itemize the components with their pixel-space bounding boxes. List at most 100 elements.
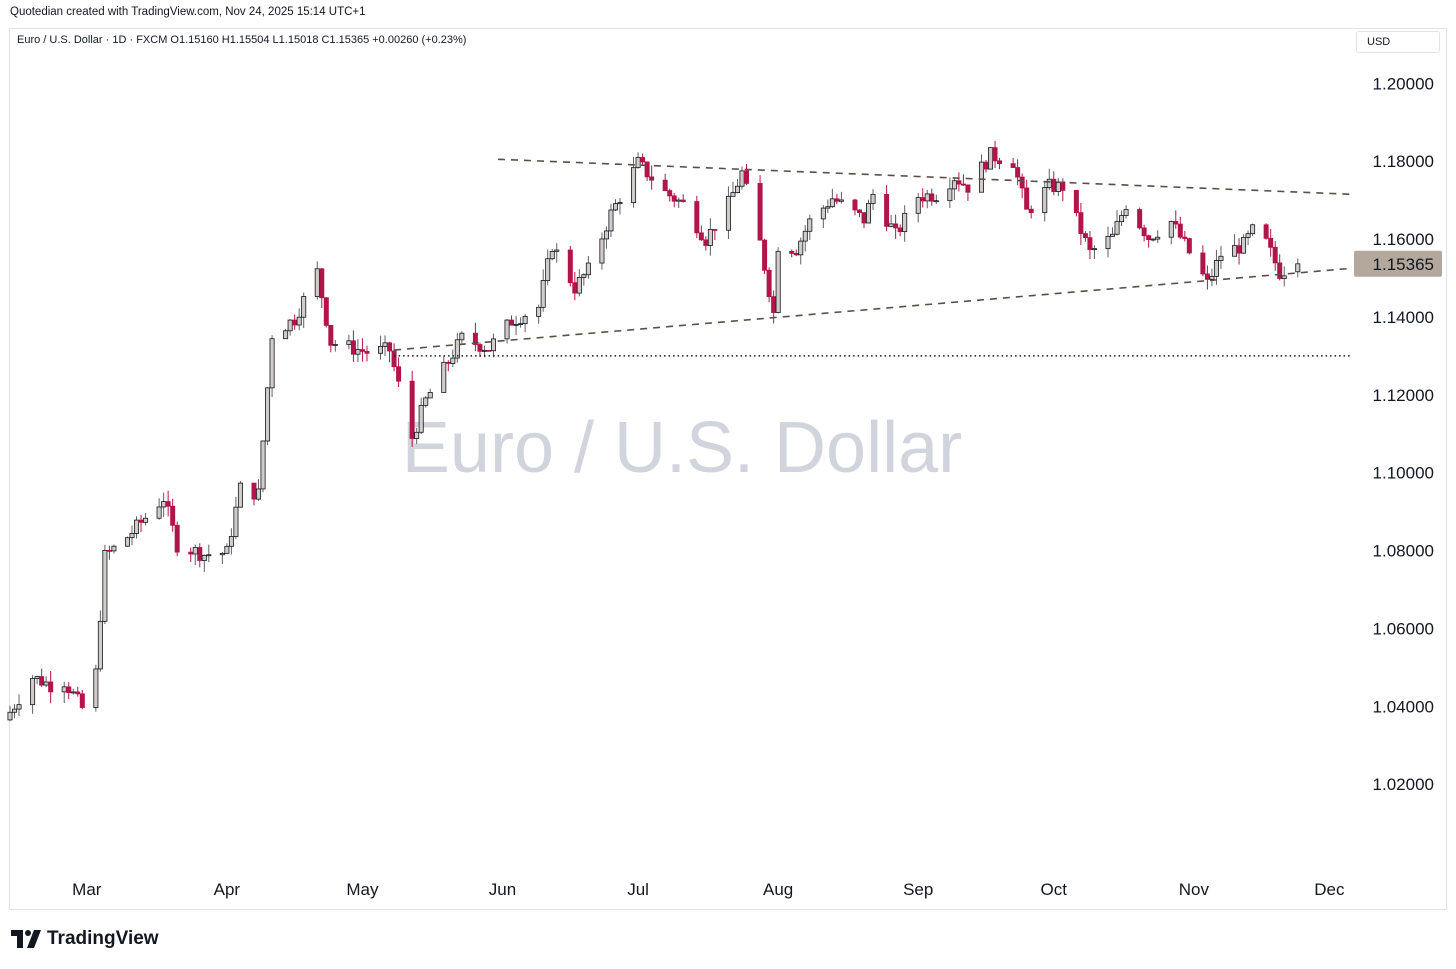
y-tick-label: 1.06000 <box>1373 619 1434 638</box>
candle-body <box>965 184 971 193</box>
candle-body <box>233 506 239 537</box>
candle-body <box>676 199 682 202</box>
candle-body <box>1046 178 1052 188</box>
y-tick-label: 1.18000 <box>1373 152 1434 171</box>
candle-body <box>662 179 668 191</box>
candle-body <box>1141 227 1147 237</box>
x-tick-label: Sep <box>903 880 933 899</box>
candle-body <box>1019 176 1025 189</box>
candle-body <box>1091 248 1097 251</box>
candle-body <box>1024 187 1030 210</box>
x-tick-label: Aug <box>763 880 793 899</box>
tradingview-brand[interactable]: TradingView <box>11 928 159 950</box>
candle-body <box>902 212 908 233</box>
candle-body <box>509 319 515 326</box>
candle-body <box>387 342 393 352</box>
candle-body <box>378 345 384 354</box>
candle-body <box>635 157 641 169</box>
candle-body <box>1209 275 1215 280</box>
candle-body <box>16 704 22 710</box>
candle-body <box>346 340 352 345</box>
candle-body <box>301 296 307 318</box>
candle-body <box>319 268 325 299</box>
trendline-lower-support <box>394 267 1353 351</box>
candle-body <box>712 229 718 231</box>
candle-body <box>744 170 750 184</box>
candle-body <box>251 482 257 500</box>
y-tick-label: 1.20000 <box>1373 74 1434 93</box>
candle-body <box>856 209 862 213</box>
candle-body <box>134 519 140 534</box>
candle-body <box>766 269 772 298</box>
candle-body <box>1110 233 1116 237</box>
x-tick-label: Dec <box>1314 880 1345 899</box>
candle-body <box>513 323 519 326</box>
candle-body <box>1236 245 1242 254</box>
candle-body <box>798 240 804 256</box>
candle-body <box>477 344 483 352</box>
x-tick-label: Jun <box>489 880 516 899</box>
candle-body <box>866 203 872 224</box>
candle-body <box>829 198 835 208</box>
candle-body <box>545 258 551 281</box>
candle-body <box>997 160 1003 165</box>
candle-body <box>978 161 984 193</box>
chart-watermark: Euro / U.S. Dollar <box>402 408 962 488</box>
brand-name: TradingView <box>47 928 159 949</box>
candle-body <box>1232 245 1238 257</box>
currency-selector[interactable]: USD <box>1356 31 1440 53</box>
candle-body <box>170 505 176 526</box>
candle-body <box>572 282 578 294</box>
candle-body <box>197 547 203 561</box>
candle-body <box>698 232 704 241</box>
candle-body <box>129 533 135 539</box>
candle-body <box>34 676 40 679</box>
candle-body <box>165 501 171 507</box>
symbol-ohlc-legend[interactable]: Euro / U.S. Dollar · 1D · FXCM O1.15160 … <box>17 34 467 46</box>
candle-body <box>79 693 85 708</box>
candle-body <box>1250 224 1256 235</box>
candle-body <box>1028 208 1034 213</box>
candle-body <box>730 192 736 197</box>
candle-body <box>237 482 243 508</box>
candle-body <box>490 338 496 352</box>
candle-body <box>1186 238 1192 254</box>
candle-body <box>1204 273 1210 280</box>
x-tick-label: Oct <box>1041 880 1068 899</box>
candle-body <box>450 357 456 364</box>
candle-body <box>188 551 194 555</box>
candle-body <box>988 147 994 170</box>
candle-body <box>1150 238 1156 241</box>
candle-body <box>1105 235 1111 250</box>
candle-body <box>48 681 54 693</box>
candle-body <box>893 223 899 229</box>
candle-body <box>161 501 167 508</box>
candle-body <box>1295 263 1301 273</box>
candle-body <box>350 340 356 355</box>
candle-body <box>707 229 713 246</box>
candle-body <box>947 188 953 202</box>
candle-body <box>30 678 36 706</box>
candle-body <box>224 545 230 554</box>
x-tick-label: Apr <box>214 880 241 899</box>
candle-body <box>1155 236 1161 240</box>
candle-body <box>296 316 302 326</box>
candle-body <box>888 223 894 227</box>
candle-body <box>441 361 447 393</box>
trendline-upper-resistance <box>497 158 1353 196</box>
candle-body <box>915 197 921 214</box>
candle-body <box>608 209 614 232</box>
candle-body <box>219 552 225 556</box>
candle-body <box>12 708 18 713</box>
candle-body <box>287 319 293 332</box>
chart-frame <box>9 28 1447 910</box>
candle-body <box>66 686 72 694</box>
candle-body <box>617 202 623 205</box>
x-tick-label: Jul <box>627 880 649 899</box>
candle-body <box>929 193 935 202</box>
chart-credit: Quotedian created with TradingView.com, … <box>10 6 366 18</box>
candle-body <box>427 392 433 399</box>
candle-body <box>265 387 271 442</box>
candle-body <box>671 195 677 202</box>
